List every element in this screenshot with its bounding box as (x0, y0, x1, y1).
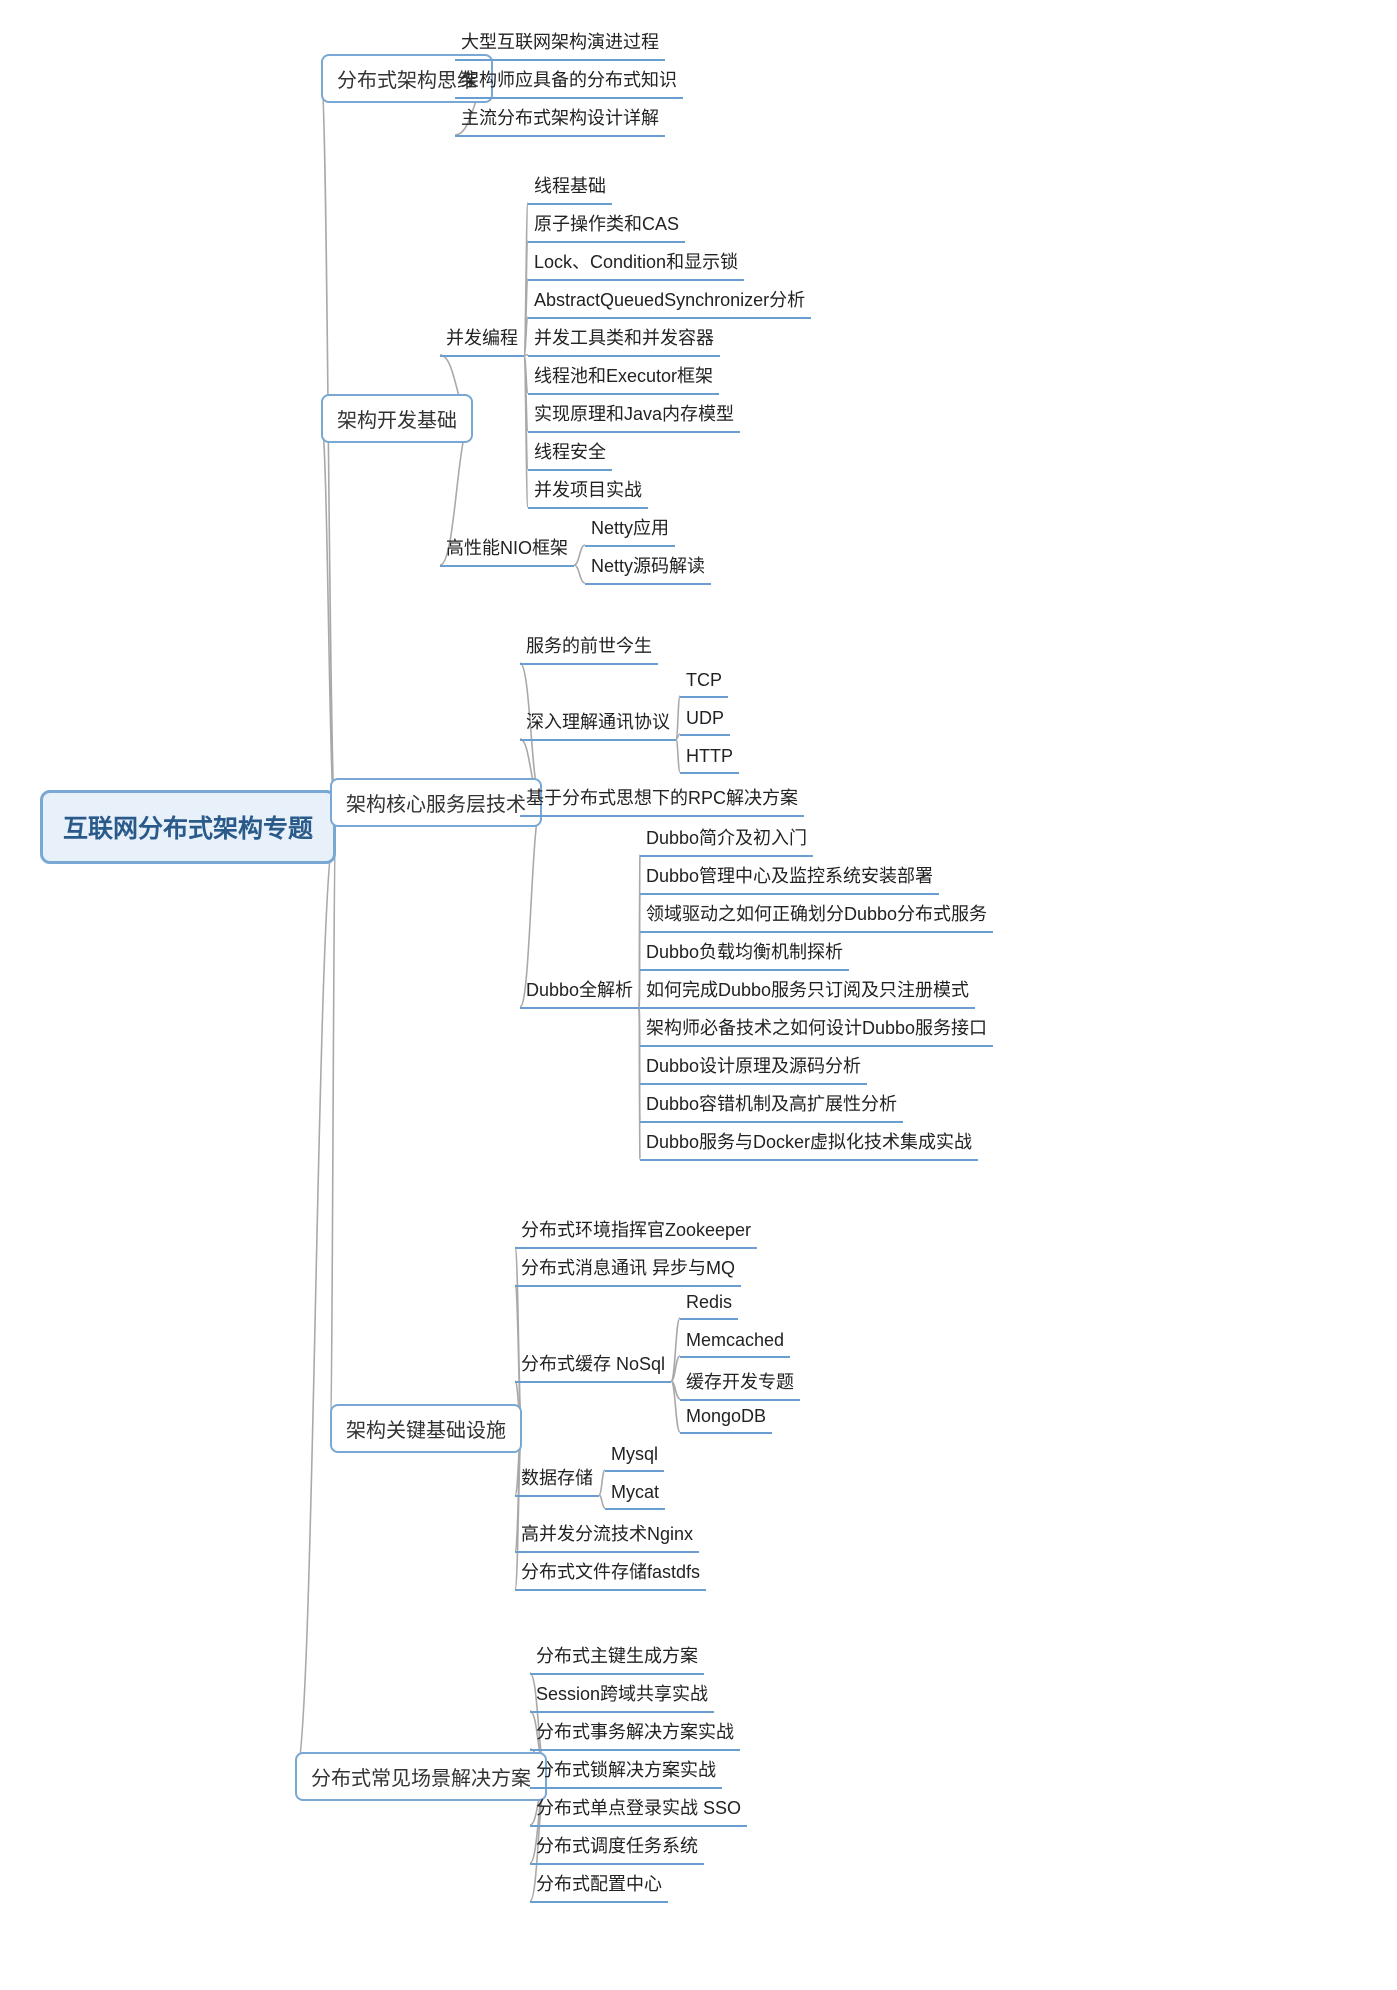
leaf-node: 实现原理和Java内存模型 (528, 396, 740, 433)
leaf-node: HTTP (680, 742, 739, 774)
leaf-node: 服务的前世今生 (520, 628, 658, 665)
branch-node: 架构核心服务层技术 (330, 778, 542, 827)
leaf-node: Dubbo容错机制及高扩展性分析 (640, 1086, 903, 1123)
leaf-node: 线程安全 (528, 434, 612, 471)
root-node: 互联网分布式架构专题 (40, 790, 336, 864)
leaf-node: 分布式调度任务系统 (530, 1828, 704, 1865)
leaf-node: 基于分布式思想下的RPC解决方案 (520, 780, 804, 817)
leaf-node: 架构师应具备的分布式知识 (455, 62, 683, 99)
leaf-node: Mycat (605, 1478, 665, 1510)
branch-node: 架构开发基础 (321, 394, 473, 443)
leaf-node: Lock、Condition和显示锁 (528, 244, 744, 281)
leaf-node: 分布式主键生成方案 (530, 1638, 704, 1675)
leaf-node: 主流分布式架构设计详解 (455, 100, 665, 137)
leaf-node: 分布式文件存储fastdfs (515, 1554, 706, 1591)
leaf-node: Session跨域共享实战 (530, 1676, 714, 1713)
leaf-node: Netty应用 (585, 510, 675, 547)
leaf-node: 原子操作类和CAS (528, 206, 685, 243)
leaf-node: Memcached (680, 1326, 790, 1358)
leaf-node: TCP (680, 666, 728, 698)
leaf-node: 分布式缓存 NoSql (515, 1346, 671, 1383)
leaf-node: 架构师必备技术之如何设计Dubbo服务接口 (640, 1010, 993, 1047)
leaf-node: 大型互联网架构演进过程 (455, 24, 665, 61)
leaf-node: Dubbo管理中心及监控系统安装部署 (640, 858, 939, 895)
leaf-node: 数据存储 (515, 1460, 599, 1497)
leaf-node: 分布式单点登录实战 SSO (530, 1790, 747, 1827)
leaf-node: 领域驱动之如何正确划分Dubbo分布式服务 (640, 896, 993, 933)
leaf-node: UDP (680, 704, 730, 736)
leaf-node: 线程池和Executor框架 (528, 358, 719, 395)
leaf-node: Redis (680, 1288, 738, 1320)
leaf-node: Dubbo设计原理及源码分析 (640, 1048, 867, 1085)
leaf-node: Mysql (605, 1440, 664, 1472)
leaf-node: 高性能NIO框架 (440, 530, 574, 567)
leaf-node: 并发项目实战 (528, 472, 648, 509)
branch-node: 架构关键基础设施 (330, 1404, 522, 1453)
leaf-node: MongoDB (680, 1402, 772, 1434)
leaf-node: 缓存开发专题 (680, 1364, 800, 1401)
branch-node: 分布式常见场景解决方案 (295, 1752, 547, 1801)
leaf-node: 分布式环境指挥官Zookeeper (515, 1212, 757, 1249)
leaf-node: 分布式事务解决方案实战 (530, 1714, 740, 1751)
leaf-node: 分布式锁解决方案实战 (530, 1752, 722, 1789)
leaf-node: 并发编程 (440, 320, 524, 357)
leaf-node: 线程基础 (528, 168, 612, 205)
leaf-node: 深入理解通讯协议 (520, 704, 676, 741)
leaf-node: Dubbo全解析 (520, 972, 639, 1009)
leaf-node: 分布式消息通讯 异步与MQ (515, 1250, 741, 1287)
leaf-node: 高并发分流技术Nginx (515, 1516, 699, 1553)
leaf-node: 如何完成Dubbo服务只订阅及只注册模式 (640, 972, 975, 1009)
leaf-node: Dubbo服务与Docker虚拟化技术集成实战 (640, 1124, 978, 1161)
leaf-node: Dubbo负载均衡机制探析 (640, 934, 849, 971)
leaf-node: 并发工具类和并发容器 (528, 320, 720, 357)
leaf-node: 分布式配置中心 (530, 1866, 668, 1903)
leaf-node: AbstractQueuedSynchronizer分析 (528, 282, 811, 319)
leaf-node: Dubbo简介及初入门 (640, 820, 813, 857)
leaf-node: Netty源码解读 (585, 548, 711, 585)
